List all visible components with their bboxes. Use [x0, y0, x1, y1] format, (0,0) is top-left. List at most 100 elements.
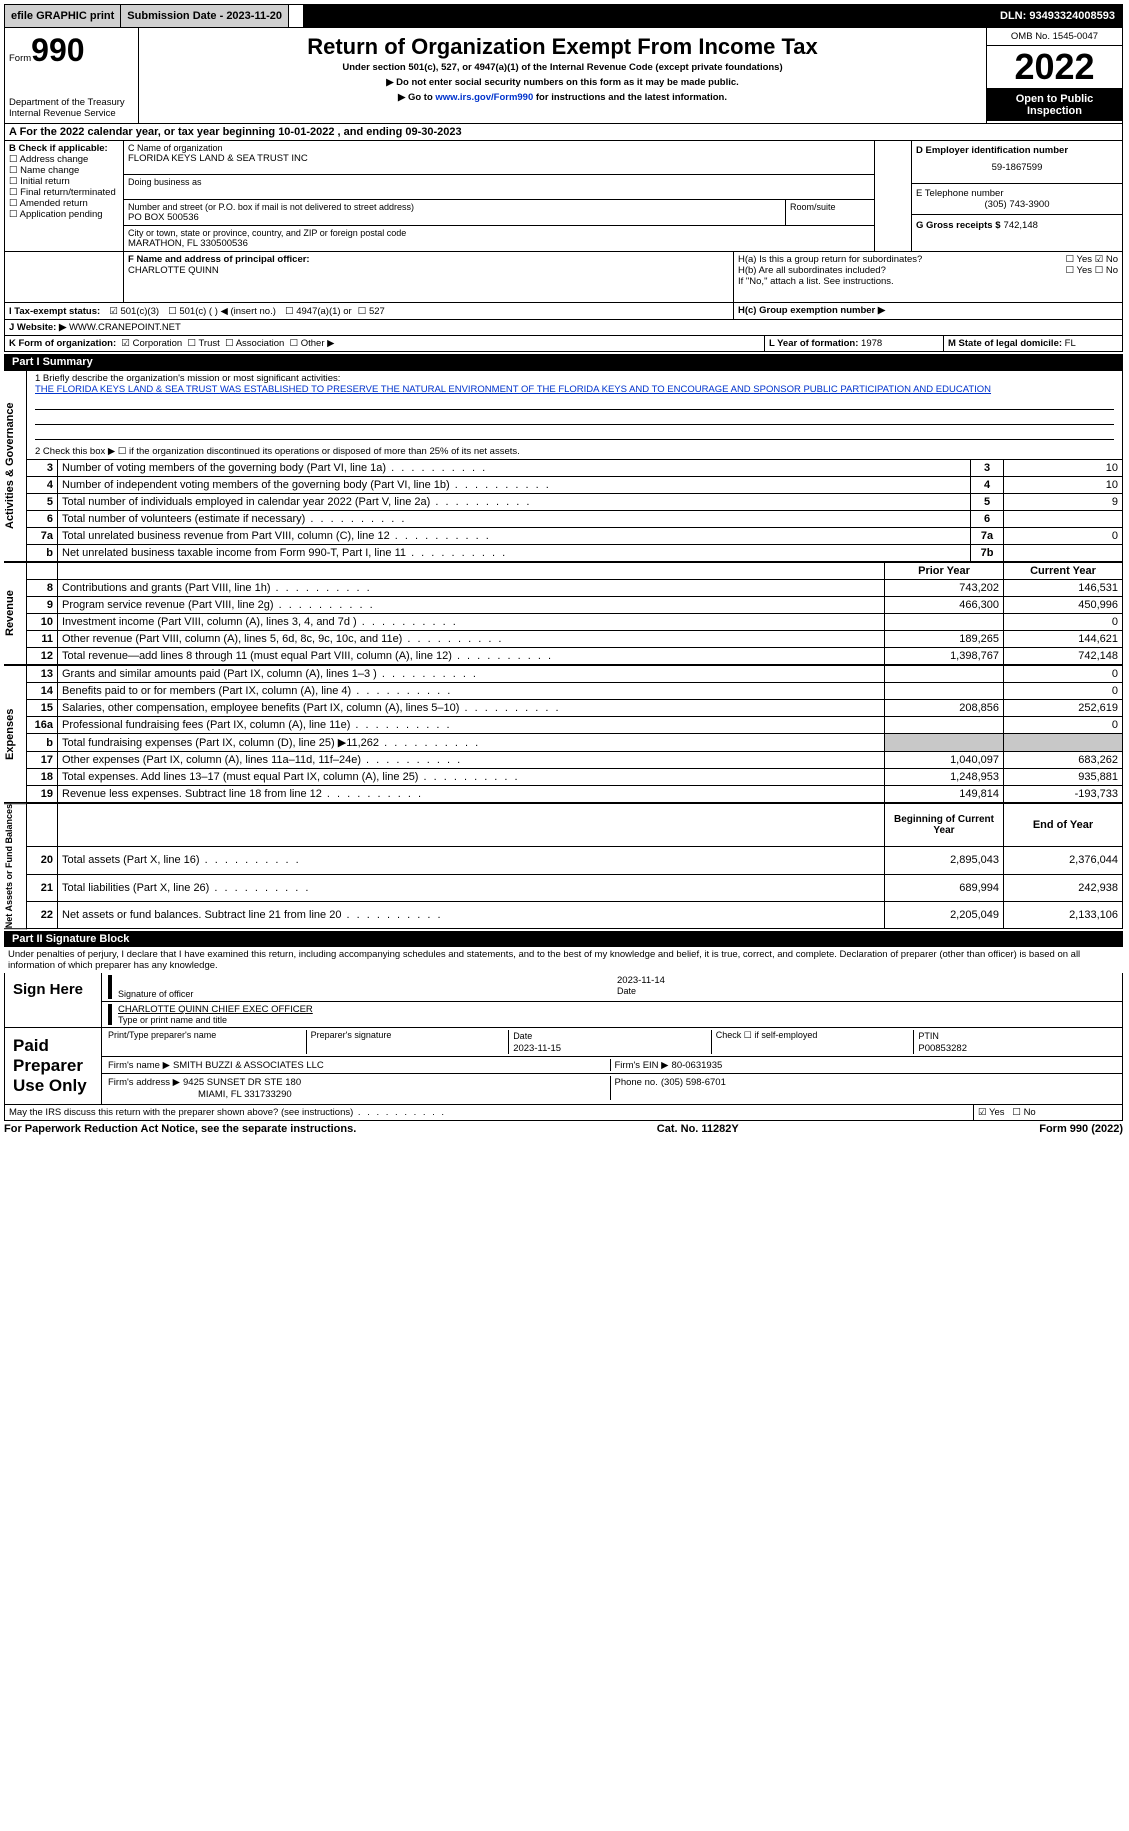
hdr-current: Current Year [1004, 563, 1123, 580]
efile-print-button[interactable]: efile GRAPHIC print [5, 5, 121, 27]
hdr-prior: Prior Year [885, 563, 1004, 580]
paperwork-notice: For Paperwork Reduction Act Notice, see … [4, 1123, 356, 1135]
firm-addr2: MIAMI, FL 331733290 [108, 1089, 292, 1100]
form-header: Form990 Department of the Treasury Inter… [4, 28, 1123, 124]
sign-here-label: Sign Here [5, 973, 101, 1027]
hdr-begin: Beginning of Current Year [885, 804, 1004, 847]
officer-name-title: CHARLOTTE QUINN CHIEF EXEC OFFICER [118, 1004, 1116, 1015]
chk-527[interactable]: 527 [358, 306, 385, 317]
ptin: P00853282 [918, 1043, 967, 1054]
line-i-label: I Tax-exempt status: [9, 306, 100, 317]
h-a-label: H(a) Is this a group return for subordin… [738, 254, 922, 265]
expenses-table: 13Grants and similar amounts paid (Part … [27, 665, 1123, 803]
subtitle-3: ▶ Go to www.irs.gov/Form990 for instruct… [143, 92, 982, 103]
chk-501c[interactable]: 501(c) ( ) ◀ (insert no.) [168, 306, 276, 317]
sig-date: 2023-11-14 [617, 975, 1116, 986]
declaration: Under penalties of perjury, I declare th… [4, 947, 1123, 973]
h-c-label: H(c) Group exemption number ▶ [734, 303, 1122, 319]
dba-label: Doing business as [128, 177, 870, 187]
line-l-label: L Year of formation: [769, 338, 858, 349]
page-footer: For Paperwork Reduction Act Notice, see … [4, 1123, 1123, 1135]
form-title: Return of Organization Exempt From Incom… [143, 34, 982, 60]
irs-link[interactable]: www.irs.gov/Form990 [435, 92, 533, 103]
line-j-label: J Website: ▶ [9, 322, 66, 333]
officer-group-block: F Name and address of principal officer:… [4, 252, 1123, 303]
chk-app-pending[interactable]: Application pending [9, 209, 119, 220]
dln: DLN: 93493324008593 [303, 5, 1122, 27]
firm-addr-label: Firm's address ▶ [108, 1077, 180, 1088]
date-label: Date [617, 986, 1116, 996]
chk-other[interactable]: Other ▶ [290, 338, 335, 349]
firm-ein: 80-0631935 [672, 1060, 723, 1071]
discuss-question: May the IRS discuss this return with the… [5, 1105, 974, 1120]
hb-yes[interactable]: Yes [1066, 265, 1092, 276]
open-to-public: Open to Public Inspection [987, 89, 1122, 121]
box-e-label: E Telephone number [916, 188, 1118, 199]
omb-number: OMB No. 1545-0047 [987, 28, 1122, 45]
firm-addr1: 9425 SUNSET DR STE 180 [183, 1077, 301, 1088]
signature-block: Sign Here Signature of officer 2023-11-1… [4, 973, 1123, 1028]
prep-date-label: Date [513, 1031, 532, 1041]
chk-501c3[interactable]: 501(c)(3) [109, 306, 159, 317]
ptin-label: PTIN [918, 1031, 939, 1041]
paid-preparer-label: Paid Preparer Use Only [5, 1028, 101, 1104]
side-expenses: Expenses [4, 665, 27, 803]
tax-year: 2022 [987, 45, 1122, 89]
subtitle-1: Under section 501(c), 527, or 4947(a)(1)… [143, 62, 982, 73]
revenue-table: Prior YearCurrent Year 8Contributions an… [27, 562, 1123, 665]
ha-no[interactable]: No [1095, 254, 1118, 265]
line-a: A For the 2022 calendar year, or tax yea… [5, 124, 1122, 140]
prep-name-label: Print/Type preparer's name [108, 1030, 307, 1054]
chk-final-return[interactable]: Final return/terminated [9, 187, 119, 198]
chk-trust[interactable]: Trust [188, 338, 220, 349]
subtitle-2: ▶ Do not enter social security numbers o… [143, 77, 982, 88]
part1-bar: Part I Summary [4, 354, 1123, 370]
side-netassets: Net Assets or Fund Balances [4, 803, 27, 929]
ein: 59-1867599 [916, 162, 1118, 173]
governance-table: 3Number of voting members of the governi… [27, 459, 1123, 562]
box-d-label: D Employer identification number [916, 145, 1118, 156]
part2-bar: Part II Signature Block [4, 931, 1123, 947]
identity-block: B Check if applicable: Address change Na… [4, 141, 1123, 252]
firm-name-label: Firm's name ▶ [108, 1060, 170, 1071]
chk-amended[interactable]: Amended return [9, 198, 119, 209]
line-k-label: K Form of organization: [9, 338, 116, 349]
form-number: 990 [31, 32, 84, 68]
hdr-end: End of Year [1004, 804, 1123, 847]
prep-date: 2023-11-15 [513, 1043, 561, 1054]
firm-name: SMITH BUZZI & ASSOCIATES LLC [173, 1060, 324, 1071]
side-revenue: Revenue [4, 562, 27, 665]
chk-name-change[interactable]: Name change [9, 165, 119, 176]
city-label: City or town, state or province, country… [128, 228, 870, 238]
self-employed-check[interactable]: Check ☐ if self-employed [712, 1030, 915, 1054]
website: WWW.CRANEPOINT.NET [69, 322, 181, 333]
top-bar: efile GRAPHIC print Submission Date - 20… [4, 4, 1123, 28]
phone-label: Phone no. [615, 1077, 658, 1088]
discuss-yes[interactable]: Yes [978, 1107, 1004, 1118]
discuss-no[interactable]: No [1012, 1107, 1035, 1118]
ha-yes[interactable]: Yes [1066, 254, 1092, 265]
netassets-table: Beginning of Current YearEnd of Year 20T… [27, 803, 1123, 929]
city: MARATHON, FL 330500536 [128, 238, 870, 249]
chk-corp[interactable]: Corporation [121, 338, 182, 349]
state-domicile: FL [1065, 338, 1076, 349]
telephone: (305) 743-3900 [916, 199, 1118, 210]
chk-assoc[interactable]: Association [225, 338, 284, 349]
hb-no[interactable]: No [1095, 265, 1118, 276]
irs-label: Internal Revenue Service [9, 108, 134, 119]
org-name: FLORIDA KEYS LAND & SEA TRUST INC [128, 153, 870, 164]
form-ref: Form 990 (2022) [1039, 1123, 1123, 1135]
submission-date: Submission Date - 2023-11-20 [121, 5, 289, 27]
q1-label: 1 Briefly describe the organization's mi… [35, 373, 1114, 384]
year-formation: 1978 [861, 338, 882, 349]
h-b-label: H(b) Are all subordinates included? [738, 265, 886, 276]
chk-4947[interactable]: 4947(a)(1) or [285, 306, 352, 317]
side-activities: Activities & Governance [4, 370, 27, 562]
box-b-header: B Check if applicable: [9, 143, 119, 154]
chk-initial-return[interactable]: Initial return [9, 176, 119, 187]
box-f-label: F Name and address of principal officer: [128, 254, 729, 265]
h-note: If "No," attach a list. See instructions… [738, 276, 1118, 287]
chk-address-change[interactable]: Address change [9, 154, 119, 165]
room-suite-label: Room/suite [785, 200, 874, 225]
cat-no: Cat. No. 11282Y [657, 1123, 739, 1135]
